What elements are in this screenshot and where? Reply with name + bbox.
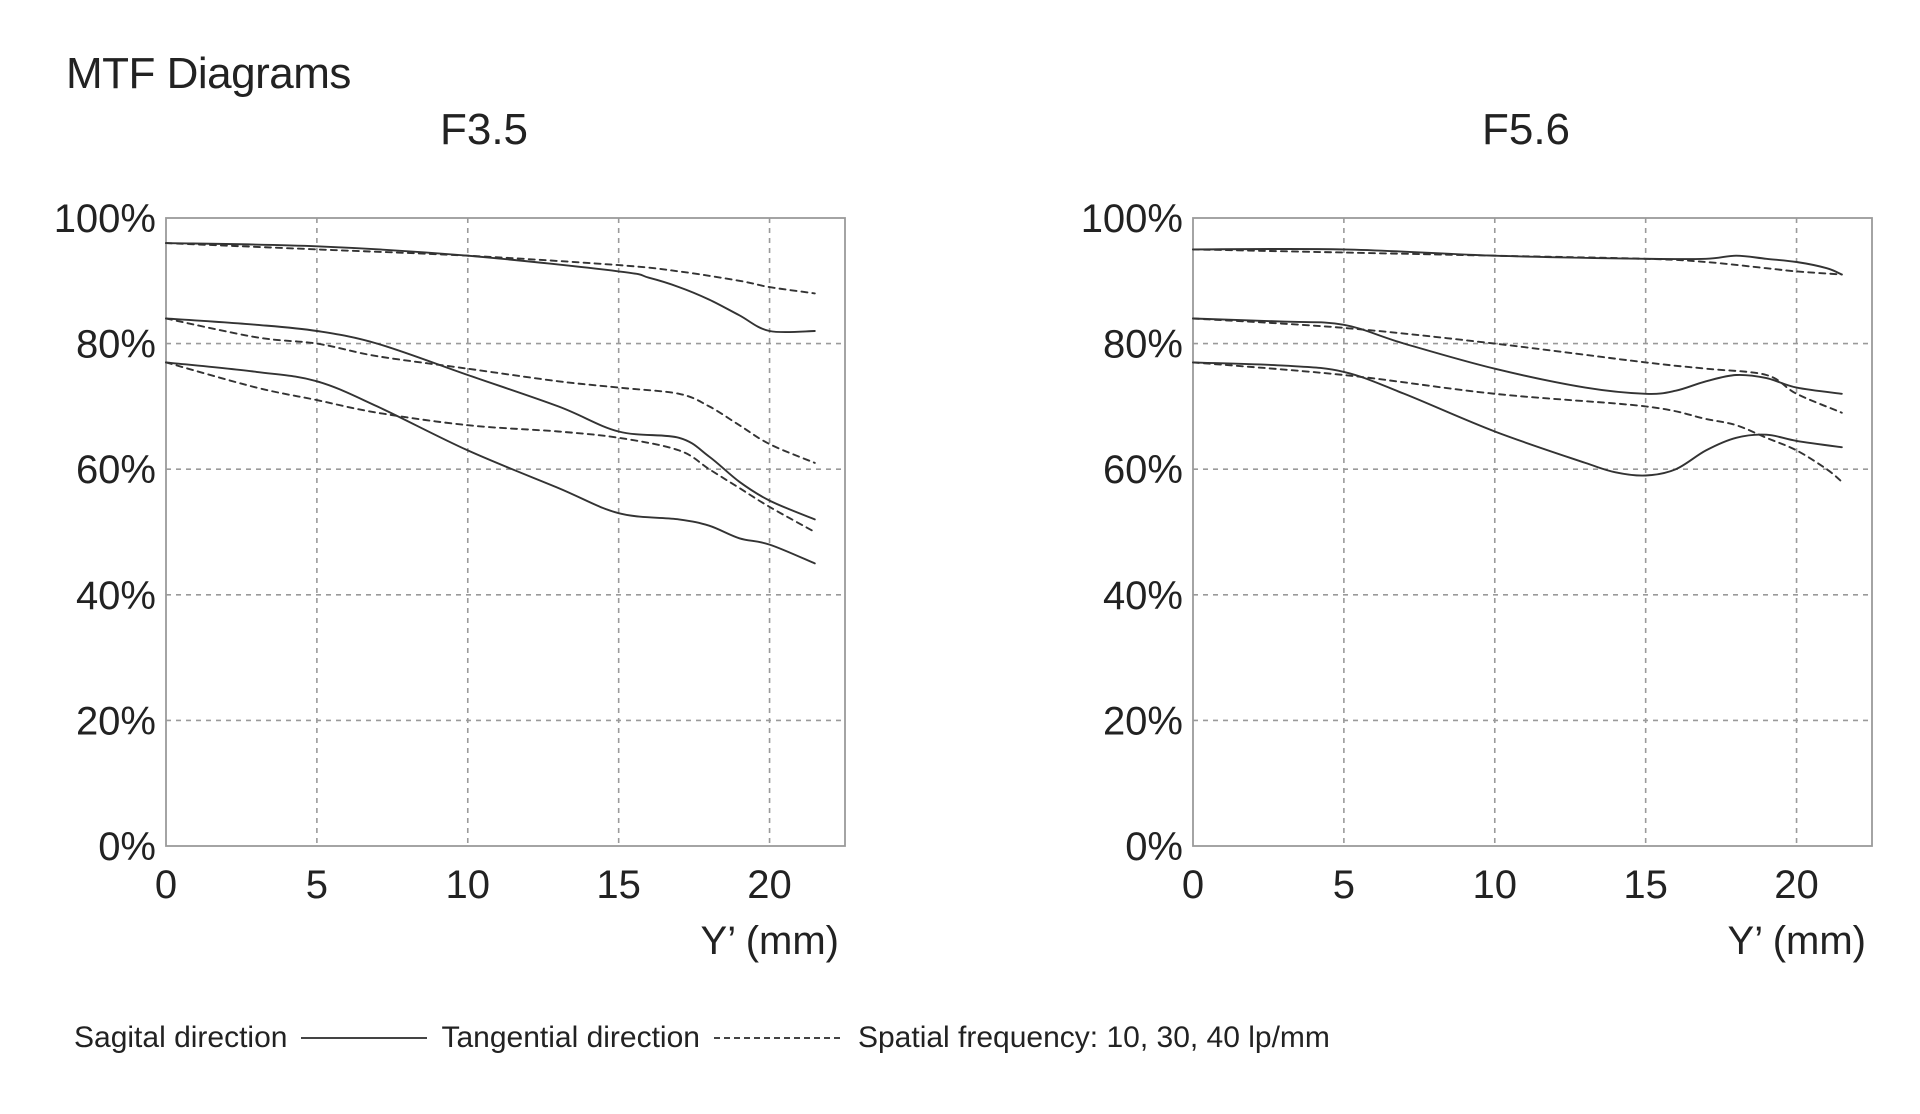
series-line-tangential-40-lp-mm [1192,361,1843,483]
series-line-sagittal-10-lp-mm [1192,248,1843,276]
x-tick-label: 20 [747,863,792,907]
chart-title: F3.5 [440,105,528,154]
legend-sagittal-label: Sagital direction [74,1021,288,1054]
series-line-tangential-40-lp-mm [165,361,816,533]
x-tick-label: 15 [1623,863,1668,907]
plot-frame [165,217,846,847]
y-tick-label: 20% [1103,699,1183,743]
x-tick-label: 0 [1182,863,1204,907]
series-line-sagittal-30-lp-mm [1192,317,1843,395]
series-line-sagittal-10-lp-mm [165,242,816,334]
y-tick-label: 80% [76,323,156,367]
x-tick-label: 10 [1473,863,1518,907]
legend-tangential-label: Tangential direction [441,1021,700,1054]
y-tick-label: 0% [1125,825,1183,869]
y-tick-label: 20% [76,699,156,743]
y-tick-label: 40% [1103,574,1183,618]
plot-frame [1192,217,1873,847]
y-tick-label: 60% [76,448,156,492]
page-title: MTF Diagrams [66,49,351,98]
y-tick-label: 40% [76,574,156,618]
x-tick-label: 15 [596,863,641,907]
x-axis-label: Y’ (mm) [701,919,839,963]
x-tick-label: 5 [1333,863,1355,907]
x-tick-label: 20 [1774,863,1819,907]
series-line-sagittal-40-lp-mm [1192,361,1843,477]
legend-frequency-label: Spatial frequency: 10, 30, 40 lp/mm [857,1021,1330,1054]
legend-dashed-line-swatch [713,1037,840,1039]
y-tick-label: 100% [1081,197,1183,241]
mtf-chart-f56: F5.6 0% 20% 40% 60% 80% 100% 0 5 10 15 20 Y’ (mm) [1081,105,1873,963]
series-line-sagittal-40-lp-mm [165,361,816,565]
series-line-tangential-10-lp-mm [165,242,816,295]
y-tick-label: 60% [1103,448,1183,492]
x-tick-label: 0 [155,863,177,907]
mtf-chart-f35: F3.5 0% 20% 40% 60% 80% 100% 0 5 10 15 20 Y’ (mm) [54,105,846,963]
series-line-sagittal-30-lp-mm [165,317,816,521]
y-tick-label: 100% [54,197,156,241]
series-line-tangential-10-lp-mm [1192,248,1843,276]
y-tick-label: 80% [1103,323,1183,367]
legend-solid-line-swatch [301,1037,428,1039]
x-tick-label: 5 [306,863,328,907]
chart-title: F5.6 [1482,105,1570,154]
series-line-tangential-30-lp-mm [1192,317,1843,414]
legend: Sagital direction Tangential direction S… [74,1018,1330,1058]
series-line-tangential-30-lp-mm [165,317,816,464]
x-tick-label: 10 [446,863,491,907]
y-tick-label: 0% [98,825,156,869]
x-axis-label: Y’ (mm) [1728,919,1866,963]
